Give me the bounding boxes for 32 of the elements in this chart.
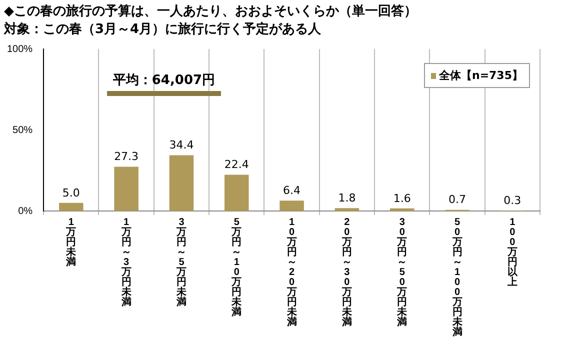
data-label: 27.3 [114,150,139,164]
category-label: 20万円～30万円未満 [342,216,352,328]
data-label: 5.0 [62,186,80,200]
bar [169,155,194,211]
bar [390,208,414,211]
bar [224,174,249,211]
data-label: 1.6 [393,192,411,205]
data-label: 0.3 [504,194,522,207]
chart-subtitle: 対象：この春（3月～4月）に旅行に行く予定がある人 [4,20,322,38]
y-tick-label: 50% [12,124,33,136]
x-tick-label: 1万円未満 [65,216,78,268]
bar [280,200,304,211]
bar [114,166,138,211]
y-tick-label: 100% [7,44,33,55]
category-label: 30万円～50万円未満 [397,216,408,328]
data-label: 34.4 [169,138,194,152]
data-label: 0.7 [448,193,466,206]
category-label: 10万円～20万円未満 [286,216,297,328]
legend-label: 全体【n=735】 [438,68,523,83]
annotation: 平均：64,007円 [106,71,222,96]
data-label: 1.8 [338,191,356,204]
data-label: 22.4 [224,158,249,172]
bar [59,202,84,211]
category-label: 3万円～5万円未満 [176,216,186,308]
x-tick-label: 100万円以上 [506,216,518,288]
y-tick-label: 0% [18,206,33,217]
category-label: 1万円～3万円未満 [121,216,132,308]
bar [334,208,360,211]
chart-title: ◆この春の旅行の予算は、一人あたり、おおよそいくらか（単一回答） [4,3,417,20]
data-label: 6.4 [283,184,301,197]
category-label: 5万円～10万円未満 [232,216,242,318]
category-label: 50万円～100万円未満 [452,216,462,338]
